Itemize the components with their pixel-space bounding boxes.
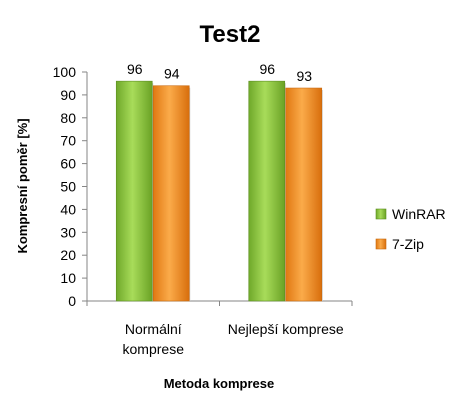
bars bbox=[115, 80, 323, 302]
x-axis-title: Metoda komprese bbox=[164, 376, 275, 391]
legend-label: WinRAR bbox=[392, 206, 446, 222]
y-tick-label: 20 bbox=[60, 247, 76, 263]
y-tick-label: 0 bbox=[68, 293, 76, 309]
bar-winrar-1 bbox=[248, 80, 286, 302]
bar-7-zip-1 bbox=[285, 87, 323, 302]
y-axis-title: Kompresní poměr [%] bbox=[15, 118, 30, 253]
bar-7-zip-0 bbox=[152, 85, 190, 302]
category-labels: Normální komprese Nejlepší komprese bbox=[123, 321, 344, 357]
y-tick-label: 100 bbox=[53, 64, 77, 80]
legend-swatch bbox=[375, 208, 387, 220]
chart-title: Test2 bbox=[200, 21, 261, 48]
y-tick-label: 80 bbox=[60, 110, 76, 126]
y-tick-label: 30 bbox=[60, 224, 76, 240]
category-label: komprese bbox=[123, 341, 185, 357]
y-ticks: 0 10 20 30 40 50 60 70 80 90 100 bbox=[53, 64, 87, 309]
x-ticks bbox=[86, 301, 353, 306]
data-label: 94 bbox=[164, 66, 180, 82]
y-tick-label: 60 bbox=[60, 156, 76, 172]
data-label: 96 bbox=[259, 61, 275, 77]
legend-label: 7-Zip bbox=[392, 236, 424, 252]
legend-swatch bbox=[375, 238, 387, 250]
data-label: 93 bbox=[296, 68, 312, 84]
bar-winrar-0 bbox=[115, 80, 153, 302]
data-labels: 96 94 96 93 bbox=[127, 61, 312, 84]
y-tick-label: 50 bbox=[60, 179, 76, 195]
legend: WinRAR 7-Zip bbox=[375, 206, 446, 252]
y-tick-label: 10 bbox=[60, 270, 76, 286]
y-tick-label: 70 bbox=[60, 133, 76, 149]
category-label: Normální bbox=[125, 321, 182, 337]
data-label: 96 bbox=[127, 61, 143, 77]
y-tick-label: 90 bbox=[60, 87, 76, 103]
category-label: Nejlepší komprese bbox=[228, 321, 344, 337]
y-tick-label: 40 bbox=[60, 201, 76, 217]
